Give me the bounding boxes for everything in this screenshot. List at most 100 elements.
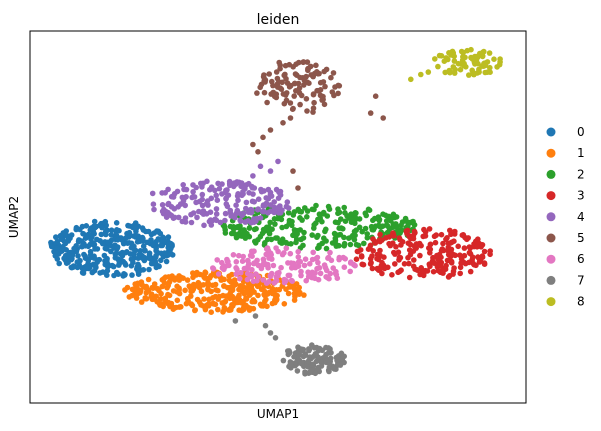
point-cluster-3 bbox=[438, 247, 445, 254]
point-cluster-2 bbox=[234, 224, 241, 230]
point-cluster-0 bbox=[119, 253, 126, 259]
point-cluster-4 bbox=[214, 197, 221, 203]
point-cluster-6 bbox=[289, 278, 296, 285]
point-cluster-2 bbox=[301, 229, 307, 236]
point-cluster-6 bbox=[236, 252, 242, 259]
point-cluster-1 bbox=[208, 288, 214, 295]
point-cluster-0 bbox=[116, 258, 122, 264]
point-cluster-3 bbox=[443, 236, 449, 243]
point-cluster-0 bbox=[152, 260, 159, 267]
point-cluster-4 bbox=[284, 199, 291, 205]
point-cluster-3 bbox=[369, 265, 376, 272]
point-cluster-1 bbox=[143, 285, 150, 292]
point-cluster-3 bbox=[440, 240, 446, 247]
point-cluster-5 bbox=[301, 77, 308, 84]
point-cluster-2 bbox=[363, 212, 370, 219]
point-cluster-4 bbox=[175, 214, 182, 221]
point-cluster-6 bbox=[279, 251, 286, 258]
point-cluster-6 bbox=[312, 270, 318, 276]
point-cluster-1 bbox=[183, 300, 190, 307]
point-cluster-3 bbox=[412, 230, 418, 236]
cluster-6-points bbox=[210, 245, 358, 287]
point-cluster-1 bbox=[226, 277, 233, 284]
point-cluster-3 bbox=[481, 260, 488, 266]
point-cluster-3 bbox=[404, 227, 411, 234]
point-cluster-5 bbox=[322, 83, 328, 90]
point-cluster-3 bbox=[451, 238, 457, 244]
point-cluster-4 bbox=[231, 180, 238, 186]
point-cluster-6 bbox=[333, 268, 339, 275]
point-cluster-0 bbox=[135, 255, 141, 261]
point-cluster-6 bbox=[303, 277, 310, 284]
point-cluster-4 bbox=[259, 208, 266, 215]
point-cluster-4 bbox=[213, 192, 219, 199]
point-cluster-2 bbox=[384, 229, 391, 236]
point-cluster-4 bbox=[209, 218, 215, 224]
point-cluster-5 bbox=[316, 70, 322, 77]
point-cluster-3 bbox=[432, 239, 439, 246]
point-cluster-6 bbox=[267, 273, 274, 280]
point-cluster-7 bbox=[287, 361, 294, 368]
point-cluster-4 bbox=[219, 191, 225, 197]
point-cluster-1 bbox=[166, 279, 173, 285]
point-cluster-4 bbox=[249, 185, 256, 191]
point-cluster-4 bbox=[234, 207, 241, 214]
point-cluster-4 bbox=[271, 209, 277, 216]
point-cluster-2 bbox=[342, 218, 349, 224]
point-cluster-0 bbox=[87, 254, 94, 261]
point-cluster-7 bbox=[326, 368, 332, 375]
point-cluster-0 bbox=[140, 267, 147, 273]
point-cluster-4 bbox=[159, 202, 166, 208]
point-cluster-0 bbox=[90, 240, 96, 246]
point-cluster-2 bbox=[271, 216, 278, 222]
point-cluster-3 bbox=[440, 270, 446, 276]
point-cluster-1 bbox=[151, 281, 158, 287]
point-cluster-1 bbox=[188, 293, 194, 299]
point-cluster-5 bbox=[301, 82, 307, 88]
point-cluster-3 bbox=[427, 246, 434, 253]
legend-marker-8 bbox=[546, 297, 556, 307]
point-cluster-0 bbox=[57, 233, 64, 239]
point-cluster-2 bbox=[272, 221, 278, 227]
point-cluster-0 bbox=[114, 244, 121, 250]
point-cluster-0 bbox=[145, 255, 152, 261]
point-cluster-5 bbox=[290, 168, 296, 174]
point-cluster-8 bbox=[425, 69, 432, 75]
point-cluster-4 bbox=[250, 173, 256, 179]
point-cluster-3 bbox=[385, 264, 391, 271]
point-cluster-4 bbox=[250, 191, 256, 197]
point-cluster-1 bbox=[178, 304, 184, 310]
point-cluster-2 bbox=[246, 225, 253, 231]
point-cluster-0 bbox=[102, 228, 109, 235]
point-cluster-0 bbox=[135, 268, 141, 275]
point-cluster-5 bbox=[295, 185, 301, 191]
point-cluster-6 bbox=[249, 266, 255, 273]
point-cluster-0 bbox=[163, 258, 170, 265]
point-cluster-0 bbox=[68, 256, 75, 263]
point-cluster-1 bbox=[193, 283, 200, 289]
point-cluster-1 bbox=[296, 284, 303, 291]
point-cluster-6 bbox=[266, 255, 272, 261]
point-cluster-0 bbox=[103, 245, 110, 251]
point-cluster-3 bbox=[457, 270, 464, 277]
point-cluster-6 bbox=[230, 252, 237, 258]
point-cluster-1 bbox=[174, 283, 180, 290]
point-cluster-1 bbox=[182, 287, 188, 294]
point-cluster-2 bbox=[288, 241, 294, 247]
point-cluster-6 bbox=[307, 261, 313, 267]
point-cluster-2 bbox=[359, 228, 366, 235]
point-cluster-2 bbox=[311, 225, 317, 231]
point-cluster-4 bbox=[228, 213, 234, 219]
point-cluster-3 bbox=[410, 235, 417, 242]
point-cluster-7 bbox=[327, 355, 334, 362]
point-cluster-6 bbox=[247, 252, 254, 259]
point-cluster-4 bbox=[193, 199, 199, 206]
point-cluster-0 bbox=[110, 263, 117, 270]
point-cluster-6 bbox=[244, 270, 251, 277]
point-cluster-3 bbox=[411, 257, 417, 263]
point-cluster-0 bbox=[126, 240, 132, 246]
point-cluster-3 bbox=[398, 242, 404, 248]
point-cluster-2 bbox=[314, 234, 320, 240]
point-cluster-4 bbox=[285, 205, 292, 211]
point-cluster-4 bbox=[150, 201, 157, 207]
